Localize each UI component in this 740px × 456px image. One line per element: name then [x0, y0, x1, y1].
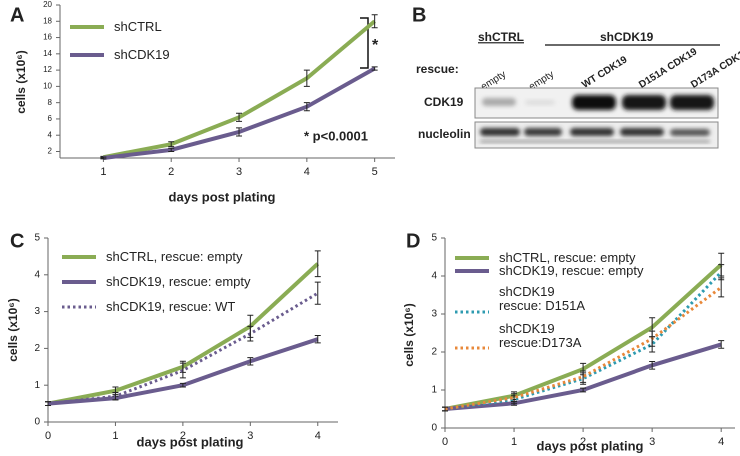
y-tick-label: 14 — [43, 49, 52, 58]
rescue-label: rescue: — [416, 62, 459, 76]
x-tick-label: 1 — [112, 430, 118, 442]
x-axis-label: days post plating — [537, 438, 644, 453]
y-axis-label: cells (x10⁶) — [402, 303, 416, 367]
y-tick-label: 1 — [431, 385, 437, 396]
x-tick-label: 0 — [45, 430, 51, 442]
annotation: * p<0.0001 — [304, 128, 368, 143]
group-label: shCDK19 — [600, 30, 654, 44]
x-tick-label: 5 — [372, 166, 378, 178]
panel-label: A — [10, 4, 24, 26]
y-tick-label: 5 — [431, 233, 437, 244]
row-label: CDK19 — [424, 95, 464, 109]
y-tick-label: 10 — [43, 81, 52, 90]
x-tick-label: 1 — [511, 436, 517, 448]
y-tick-label: 0 — [34, 417, 40, 428]
error-bar — [247, 325, 254, 342]
y-tick-label: 4 — [34, 269, 40, 280]
legend-label: shCDK19 rescue:D173A — [499, 321, 582, 350]
y-axis-label: cells (x10⁶) — [6, 298, 20, 362]
y-tick-label: 20 — [43, 0, 52, 9]
error-bar — [179, 362, 186, 379]
y-tick-label: 5 — [34, 233, 40, 244]
x-tick-label: 4 — [315, 430, 321, 442]
x-tick-label: 3 — [247, 430, 253, 442]
legend-label: shCDK19, rescue: empty — [106, 274, 251, 289]
legend-label: shCTRL, rescue: empty — [106, 249, 243, 264]
error-bar — [371, 14, 378, 29]
y-tick-label: 2 — [431, 347, 437, 358]
group-label: shCTRL — [478, 30, 524, 44]
error-bar — [718, 277, 725, 298]
x-tick-label: 2 — [580, 436, 586, 448]
x-tick-label: 2 — [168, 166, 174, 178]
y-tick-label: 4 — [48, 130, 53, 139]
x-axis-label: days post plating — [169, 189, 276, 204]
y-tick-label: 2 — [34, 343, 40, 354]
legend-label: shCDK19, rescue: WT — [106, 299, 236, 314]
error-bar — [314, 335, 321, 344]
x-tick-label: 4 — [304, 166, 310, 178]
series-line — [47, 291, 319, 406]
y-tick-label: 4 — [431, 271, 437, 282]
error-bar — [100, 156, 107, 160]
error-bar — [718, 340, 725, 349]
y-tick-label: 3 — [431, 309, 437, 320]
x-tick-label: 1 — [100, 166, 106, 178]
lane-label: WT CDK19 — [580, 54, 630, 91]
y-axis-label: cells (x10⁶) — [14, 50, 28, 114]
error-bar — [649, 330, 656, 347]
y-tick-label: 3 — [34, 306, 40, 317]
legend-label: shCDK19, rescue: empty — [499, 263, 644, 278]
legend-label: shCDK19 rescue: D151A — [499, 284, 585, 313]
y-tick-label: 2 — [48, 147, 53, 156]
error-bar — [45, 401, 51, 406]
panel-label: C — [10, 230, 24, 252]
y-tick-label: 8 — [48, 98, 53, 107]
series-line — [444, 286, 723, 411]
error-bar — [371, 66, 378, 71]
error-bar — [649, 361, 656, 370]
panel-label: B — [412, 4, 426, 26]
blot-image — [474, 87, 719, 149]
row-label: nucleolin — [418, 127, 471, 141]
y-tick-label: 12 — [43, 65, 52, 74]
x-tick-label: 0 — [442, 436, 448, 448]
legend-label: shCTRL, rescue: empty — [499, 250, 636, 265]
error-bar — [247, 357, 254, 366]
x-tick-label: 3 — [649, 436, 655, 448]
legend-label: shCDK19 — [114, 47, 170, 62]
error-bar — [303, 69, 310, 87]
y-tick-label: 0 — [431, 423, 437, 434]
x-axis-label: days post plating — [137, 434, 244, 449]
x-tick-label: 4 — [718, 436, 724, 448]
error-bar — [168, 141, 175, 148]
y-tick-label: 1 — [34, 380, 40, 391]
y-tick-label: 16 — [43, 33, 52, 42]
error-bar — [511, 393, 518, 402]
bracket — [360, 17, 369, 69]
error-bar — [580, 387, 587, 393]
error-bar — [168, 147, 175, 152]
error-bar — [236, 127, 243, 137]
annotation: * — [372, 37, 379, 54]
panel-label: D — [406, 230, 420, 252]
x-tick-label: 3 — [236, 166, 242, 178]
error-bar — [314, 281, 321, 305]
y-tick-label: 6 — [48, 114, 53, 123]
error-bar — [236, 112, 243, 122]
error-bar — [303, 102, 310, 112]
error-bar — [314, 250, 321, 278]
error-bar — [442, 406, 448, 412]
x-tick-label: 2 — [180, 430, 186, 442]
error-bar — [580, 370, 587, 383]
y-tick-label: 18 — [43, 16, 52, 25]
legend-label: shCTRL — [114, 19, 162, 34]
error-bar — [179, 382, 186, 388]
error-bar — [112, 392, 119, 401]
